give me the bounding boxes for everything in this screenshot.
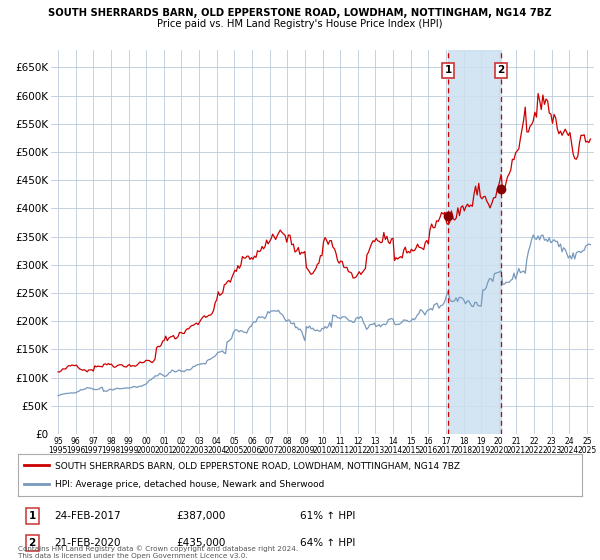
Bar bbox=[448, 50, 501, 434]
Text: SOUTH SHERRARDS BARN, OLD EPPERSTONE ROAD, LOWDHAM, NOTTINGHAM, NG14 7BZ: SOUTH SHERRARDS BARN, OLD EPPERSTONE ROA… bbox=[55, 461, 460, 471]
Text: SOUTH SHERRARDS BARN, OLD EPPERSTONE ROAD, LOWDHAM, NOTTINGHAM, NG14 7BZ: SOUTH SHERRARDS BARN, OLD EPPERSTONE ROA… bbox=[48, 8, 552, 18]
Text: HPI: Average price, detached house, Newark and Sherwood: HPI: Average price, detached house, Newa… bbox=[55, 480, 324, 489]
Text: £435,000: £435,000 bbox=[176, 538, 225, 548]
Text: 61% ↑ HPI: 61% ↑ HPI bbox=[300, 511, 355, 521]
Text: 24-FEB-2017: 24-FEB-2017 bbox=[55, 511, 121, 521]
Text: 2: 2 bbox=[28, 538, 36, 548]
Text: 64% ↑ HPI: 64% ↑ HPI bbox=[300, 538, 355, 548]
Text: 21-FEB-2020: 21-FEB-2020 bbox=[55, 538, 121, 548]
Text: 1: 1 bbox=[28, 511, 36, 521]
Text: Contains HM Land Registry data © Crown copyright and database right 2024.
This d: Contains HM Land Registry data © Crown c… bbox=[18, 545, 298, 559]
Text: 1: 1 bbox=[445, 65, 452, 75]
Text: £387,000: £387,000 bbox=[176, 511, 225, 521]
Text: 2: 2 bbox=[497, 65, 505, 75]
Text: Price paid vs. HM Land Registry's House Price Index (HPI): Price paid vs. HM Land Registry's House … bbox=[157, 19, 443, 29]
